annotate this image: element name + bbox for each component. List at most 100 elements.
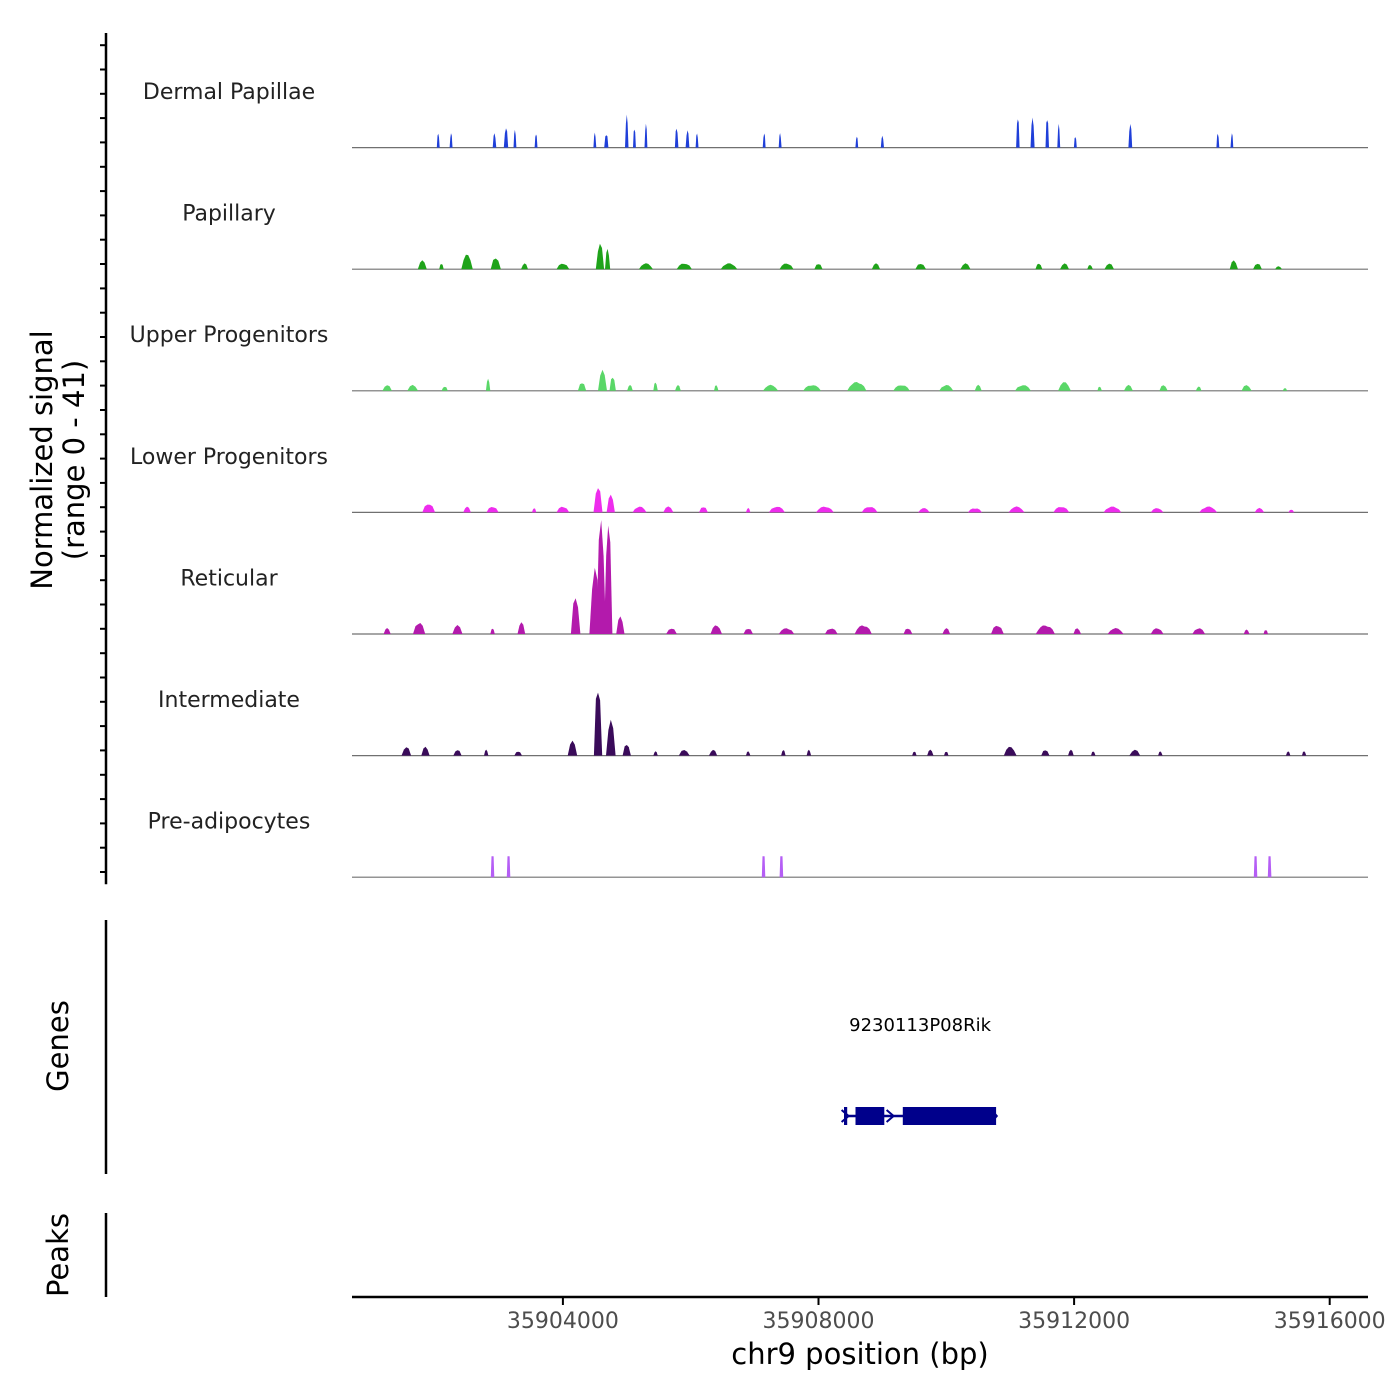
signal-peak bbox=[918, 508, 930, 513]
x-tick-label: 35912000 bbox=[1018, 1309, 1130, 1334]
signal-peak bbox=[974, 384, 982, 391]
signal-peak bbox=[762, 133, 766, 148]
signal-peak bbox=[968, 508, 982, 513]
track-intermediate: Intermediate bbox=[158, 688, 1368, 757]
signal-peak bbox=[861, 507, 878, 513]
signal-peak bbox=[490, 856, 495, 878]
signal-peak bbox=[778, 133, 782, 148]
track-label: Lower Progenitors bbox=[130, 445, 328, 470]
signal-peak bbox=[1253, 263, 1262, 270]
signal-peak bbox=[1150, 508, 1164, 513]
signal-peak bbox=[855, 136, 859, 148]
signal-peak bbox=[1045, 120, 1049, 148]
signal-peak bbox=[1008, 506, 1025, 513]
signal-peak bbox=[1091, 751, 1096, 756]
signal-peak bbox=[449, 133, 453, 148]
signal-peak bbox=[768, 506, 785, 513]
genes-track-title: Genes bbox=[41, 1000, 75, 1092]
signal-peak bbox=[492, 133, 497, 148]
signal-peak bbox=[461, 254, 473, 270]
signal-peak bbox=[593, 132, 597, 148]
signal-peak bbox=[745, 751, 751, 756]
signal-peak bbox=[593, 488, 603, 513]
signal-peak bbox=[847, 382, 867, 391]
signal-peak bbox=[1159, 385, 1168, 391]
signal-peak bbox=[871, 263, 881, 270]
track-label: Dermal Papillae bbox=[143, 80, 315, 105]
signal-peak bbox=[991, 625, 1004, 634]
signal-peak bbox=[503, 128, 509, 148]
signal-peak bbox=[743, 629, 753, 634]
signal-peak bbox=[622, 745, 631, 756]
x-axis: 35904000 35908000 35912000 35916000 bbox=[352, 1295, 1386, 1334]
signal-peak bbox=[927, 749, 934, 756]
signal-peak bbox=[1230, 133, 1234, 148]
signal-peak bbox=[1030, 117, 1035, 148]
signal-peak bbox=[436, 133, 440, 148]
signal-peak bbox=[1123, 384, 1133, 391]
signal-peak bbox=[912, 751, 917, 756]
signal-peak bbox=[644, 123, 648, 148]
signal-peak bbox=[854, 625, 872, 634]
signal-peak bbox=[653, 382, 658, 391]
track-label: Upper Progenitors bbox=[130, 323, 329, 348]
signal-peak bbox=[463, 506, 471, 513]
signal-peak bbox=[761, 856, 766, 878]
signal-peak bbox=[676, 263, 692, 270]
signal-peak bbox=[1068, 749, 1074, 756]
peaks-track-title: Peaks bbox=[41, 1213, 75, 1297]
signal-peak bbox=[383, 628, 391, 634]
signal-peak bbox=[666, 628, 677, 634]
signal-peak bbox=[609, 377, 616, 391]
signal-peak bbox=[674, 128, 679, 148]
y-axis-range: (range 0 - 41) bbox=[57, 360, 91, 560]
gene-exon bbox=[855, 1107, 885, 1125]
signal-peak bbox=[1035, 263, 1043, 270]
signal-peak bbox=[1060, 263, 1069, 270]
signal-peak bbox=[627, 384, 633, 391]
signal-peak bbox=[1229, 260, 1238, 270]
signal-peak bbox=[710, 625, 722, 634]
signal-peak bbox=[685, 130, 690, 148]
signal-peak bbox=[1199, 506, 1218, 513]
signal-peak bbox=[960, 263, 971, 270]
signal-peak bbox=[577, 383, 587, 391]
gene-exon bbox=[844, 1107, 848, 1125]
signal-peak bbox=[485, 378, 491, 391]
signal-peak bbox=[556, 506, 570, 513]
signal-peak bbox=[1282, 388, 1288, 391]
signal-peak bbox=[1288, 509, 1295, 513]
signal-peak bbox=[1243, 629, 1250, 634]
signal-peak bbox=[781, 750, 786, 756]
track-pre-adipocytes: Pre-adipocytes bbox=[148, 810, 1368, 878]
signal-peak bbox=[1158, 751, 1163, 756]
signal-peak bbox=[915, 264, 927, 270]
signal-peak bbox=[1107, 628, 1124, 634]
signal-peak bbox=[604, 525, 613, 634]
signal-peak bbox=[486, 507, 499, 513]
signal-peak bbox=[1087, 264, 1093, 270]
signal-peak bbox=[939, 385, 954, 391]
signal-peak bbox=[1103, 506, 1122, 513]
signal-peak bbox=[567, 740, 578, 756]
signal-peak bbox=[814, 264, 823, 270]
signal-peak bbox=[421, 746, 430, 756]
gene-end-arrow-icon bbox=[992, 1109, 999, 1123]
signal-peak bbox=[422, 504, 436, 513]
signal-peak bbox=[1241, 385, 1252, 391]
signal-peak bbox=[806, 749, 812, 756]
signal-peak bbox=[824, 628, 838, 634]
signal-peak bbox=[1195, 386, 1202, 391]
signal-peak bbox=[1057, 123, 1061, 148]
signal-peak bbox=[1192, 628, 1206, 634]
signal-peak bbox=[1097, 386, 1102, 391]
x-tick-label: 35904000 bbox=[507, 1309, 619, 1334]
signal-peak bbox=[556, 263, 570, 270]
signal-peak bbox=[604, 135, 609, 148]
track-label: Intermediate bbox=[158, 688, 300, 713]
signal-peak bbox=[1041, 750, 1050, 756]
track-papillary: Papillary bbox=[182, 202, 1368, 270]
signal-peak bbox=[1016, 119, 1020, 148]
signal-peak bbox=[531, 508, 537, 513]
